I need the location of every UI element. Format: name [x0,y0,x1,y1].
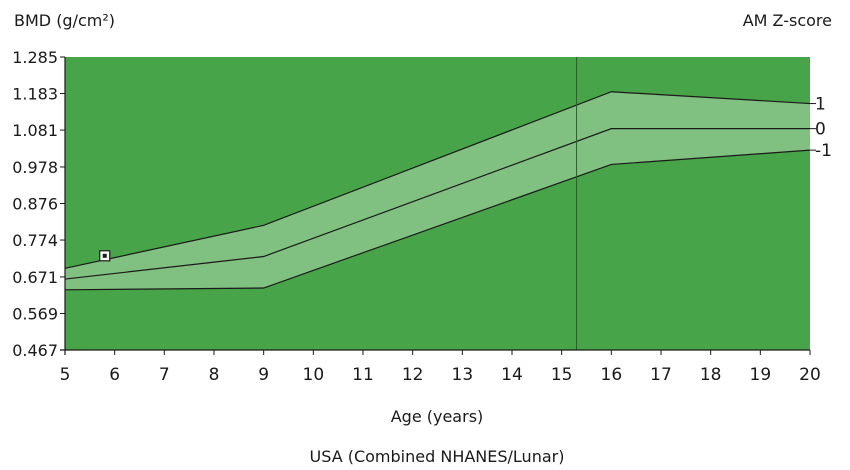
x-tick-label: 8 [209,365,220,385]
x-tick-label: 12 [402,365,424,385]
x-tick-label: 11 [352,365,374,385]
y-tick-label: 0.467 [12,341,58,360]
x-tick-label: 14 [501,365,523,385]
y-tick-label: 1.081 [12,121,58,140]
x-axis-label: Age (years) [391,407,484,426]
y-tick-label: 1.183 [12,85,58,104]
y-tick-label: 1.285 [12,48,58,67]
z-score-line [64,91,811,269]
x-tick-label: 19 [750,365,772,385]
z-score-axis-label: AM Z-score [743,11,832,30]
y-axis-label: BMD (g/cm²) [14,11,115,30]
y-tick-label: 0.774 [12,231,58,250]
x-tick-label: 20 [799,365,821,385]
measurement-marker [99,250,111,262]
z-score-line [64,149,811,291]
x-tick-label: 9 [258,365,269,385]
z-score-label: -1 [815,141,832,161]
y-tick-label: 0.671 [12,268,58,287]
x-tick-label: 15 [551,365,573,385]
x-tick-label: 13 [452,365,474,385]
y-tick-label: 0.569 [12,304,58,323]
z-score-label: 0 [815,120,826,140]
x-tick-label: 17 [650,365,672,385]
reference-population: USA (Combined NHANES/Lunar) [310,447,565,466]
x-tick-label: 7 [159,365,170,385]
x-tick-label: 10 [303,365,325,385]
measurement-marker-dot [102,253,107,258]
x-tick-label: 6 [109,365,120,385]
z-score-label: 1 [815,95,826,115]
x-tick-label: 5 [60,365,71,385]
y-tick-label: 0.876 [12,195,58,214]
reference-band [65,91,810,290]
x-tick-label: 18 [700,365,722,385]
y-tick-label: 0.978 [12,158,58,177]
x-tick-label: 16 [601,365,623,385]
z-score-line [64,128,810,280]
